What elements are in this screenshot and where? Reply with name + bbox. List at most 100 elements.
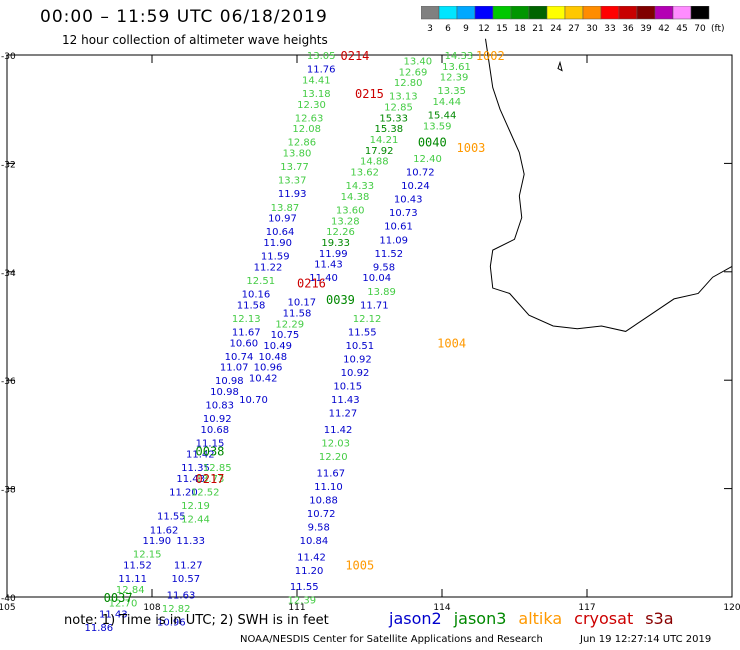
wave-height-label: 11.58	[283, 308, 312, 319]
wave-height-label: 11.11	[118, 574, 147, 585]
wave-height-label: 11.55	[290, 582, 319, 593]
wave-height-label: 11.67	[317, 468, 346, 479]
wave-height-label: 10.64	[266, 227, 295, 238]
colorbar-label: 30	[586, 24, 598, 34]
lat-tick-label: -40	[1, 594, 16, 604]
wave-height-label: 10.96	[254, 363, 283, 374]
legend-altika: altika	[518, 609, 563, 628]
wave-height-label: 11.76	[307, 65, 336, 76]
wave-height-label: 10.43	[394, 195, 423, 206]
wave-height-label: 10.96	[157, 617, 186, 628]
wave-height-label: 13.40	[404, 56, 433, 67]
wave-height-label: 9.58	[373, 262, 395, 273]
wave-height-label: 12.40	[413, 154, 442, 165]
pass-id-label: 0216	[297, 277, 326, 291]
pass-id-label: 1005	[345, 558, 374, 572]
wave-height-label: 15.44	[428, 111, 457, 122]
wave-height-label: 11.67	[232, 327, 261, 338]
wave-height-label: 11.55	[348, 327, 377, 338]
wave-height-label: 12.85	[203, 463, 232, 474]
island	[557, 60, 563, 72]
legend-jason2: jason2	[389, 609, 442, 628]
wave-height-label: 10.49	[263, 341, 292, 352]
wave-height-label: 10.75	[271, 330, 300, 341]
lat-tick-label: -38	[1, 486, 16, 496]
wave-height-label: 10.92	[343, 355, 372, 366]
wave-height-label: 13.18	[302, 89, 331, 100]
wave-height-label: 12.20	[319, 452, 348, 463]
wave-height-label: 10.74	[225, 352, 254, 363]
wave-height-label: 11.15	[196, 439, 225, 450]
wave-height-label: 14.38	[341, 192, 370, 203]
wave-height-label: 9.58	[308, 523, 330, 534]
pass-id-label: 0039	[326, 293, 355, 307]
wave-height-label: 12.08	[292, 124, 321, 135]
wave-height-label: 12.51	[246, 276, 275, 287]
colorbar-label: 15	[496, 24, 507, 34]
wave-height-label: 12.13	[232, 314, 261, 325]
wave-height-label: 12.82	[162, 604, 191, 615]
pass-id-label: 0037	[104, 591, 133, 605]
wave-height-label: 10.15	[333, 382, 362, 393]
wave-height-label: 14.88	[360, 157, 389, 168]
wave-height-label: 13.37	[278, 176, 307, 187]
wave-height-label: 13.60	[336, 205, 365, 216]
wave-height-label: 11.90	[143, 536, 172, 547]
wave-height-label: 13.61	[442, 62, 471, 73]
wave-height-label: 10.92	[341, 368, 370, 379]
wave-height-label: 11.27	[329, 409, 358, 420]
wave-height-label: 10.70	[239, 395, 268, 406]
colorbar-label: 6	[445, 24, 451, 34]
wave-height-label: 12.80	[394, 78, 423, 89]
wave-height-label: 11.33	[176, 536, 205, 547]
lat-tick-label: -32	[1, 160, 16, 170]
wave-height-label: 12.03	[321, 439, 350, 450]
chart-subtitle: 12 hour collection of altimeter wave hei…	[62, 33, 328, 47]
wave-height-label: 11.07	[220, 363, 249, 374]
wave-height-label: 10.60	[230, 338, 259, 349]
wave-height-label: 10.68	[201, 425, 230, 436]
wave-height-label: 13.77	[280, 162, 309, 173]
wave-height-label: 11.99	[319, 249, 348, 260]
wave-height-label: 11.71	[360, 300, 389, 311]
lat-tick-label: -36	[1, 377, 16, 387]
wave-height-label: 11.42	[186, 449, 215, 460]
colorbar-label: 45	[676, 24, 687, 34]
wave-height-label: 13.35	[437, 86, 466, 97]
wave-height-label: 12.84	[116, 585, 145, 596]
wave-height-label: 10.88	[309, 495, 338, 506]
wave-height-label: 13.80	[283, 149, 312, 160]
wave-height-label: 17.92	[365, 146, 394, 157]
wave-height-label: 13.89	[367, 287, 396, 298]
wave-height-label: 11.10	[314, 482, 343, 493]
wave-height-label: 14.21	[370, 135, 399, 146]
colorbar-label: 24	[550, 24, 562, 34]
wave-height-label: 11.52	[375, 249, 404, 260]
wave-height-label: 11.59	[261, 252, 290, 263]
wave-height-label: 12.29	[275, 319, 304, 330]
wave-height-label: 13.73	[196, 474, 225, 485]
wave-height-label: 11.93	[278, 189, 307, 200]
colorbar-label: 18	[514, 24, 526, 34]
colorbar-swatch	[690, 6, 710, 20]
wave-height-label: 12.44	[181, 514, 210, 525]
wave-height-label: 12.52	[191, 487, 220, 498]
wave-height-label: 10.51	[346, 341, 375, 352]
wave-height-label: 11.63	[167, 590, 196, 601]
wave-height-label: 12.86	[288, 138, 317, 149]
wave-height-label: 10.48	[259, 352, 288, 363]
wave-height-label: 10.97	[268, 214, 297, 225]
pass-id-label: 1004	[437, 336, 466, 350]
pass-id-label: 1003	[457, 141, 486, 155]
satellite-legend: jason2 jason3 altika cryosat s3a	[389, 609, 686, 628]
wave-height-label: 10.72	[406, 168, 435, 179]
colorbar-label: 33	[604, 24, 615, 34]
lon-tick-label: 108	[143, 603, 160, 613]
wave-height-label: 13.62	[350, 168, 379, 179]
footnote: note: 1) Time is in UTC; 2) SWH is in fe…	[64, 613, 329, 628]
wave-height-label: 13.87	[271, 203, 300, 214]
wave-height-label: 11.62	[150, 525, 179, 536]
lon-tick-label: 120	[723, 603, 740, 613]
wave-height-label: 10.42	[249, 373, 278, 384]
